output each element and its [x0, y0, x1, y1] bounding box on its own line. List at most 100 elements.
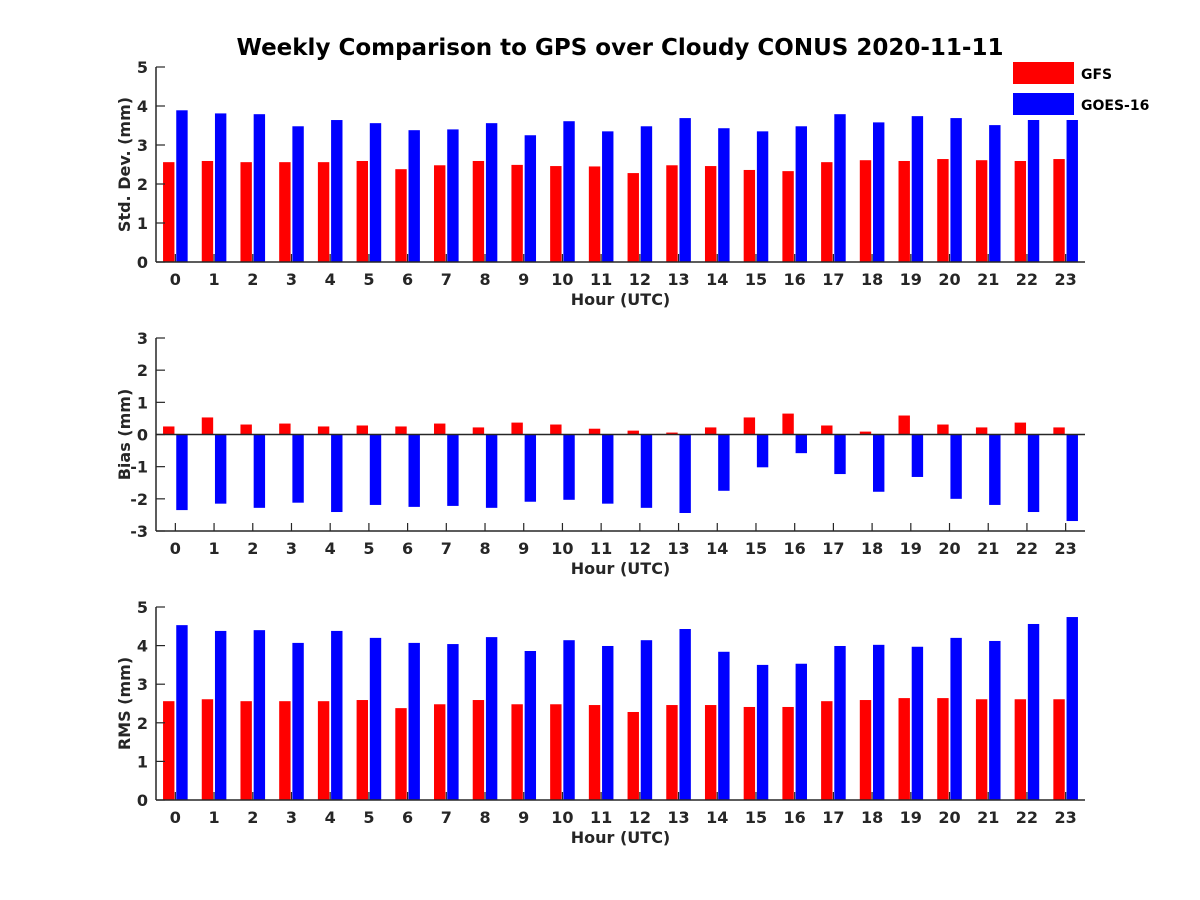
- y-tick-label: 1: [137, 393, 148, 412]
- bar-goes-16-10: [563, 121, 575, 263]
- bar-goes-16-5: [369, 434, 382, 505]
- bar-goes-16-22: [1027, 623, 1040, 800]
- x-tick-label: 22: [1016, 808, 1038, 827]
- x-tick-label: 5: [363, 808, 374, 827]
- bar-gfs-16: [782, 413, 794, 435]
- bar-goes-16-1: [214, 113, 227, 262]
- bar-goes-16-1: [214, 434, 227, 504]
- bar-gfs-18: [859, 700, 872, 800]
- bar-goes-16-11: [602, 131, 614, 262]
- x-tick-label: 18: [861, 808, 883, 827]
- x-tick-label: 7: [441, 270, 452, 289]
- x-tick-label: 8: [479, 808, 490, 827]
- x-axis-label: Hour (UTC): [571, 290, 671, 309]
- x-tick-label: 4: [325, 539, 336, 558]
- bar-goes-16-14: [718, 128, 730, 262]
- bar-goes-16-0: [176, 110, 188, 262]
- bar-gfs-5: [356, 160, 368, 262]
- bar-goes-16-16: [795, 663, 807, 800]
- x-tick-label: 7: [441, 808, 452, 827]
- bar-goes-16-13: [679, 629, 691, 800]
- bar-goes-16-18: [873, 122, 885, 262]
- x-tick-label: 2: [247, 808, 258, 827]
- bar-goes-16-14: [718, 434, 730, 491]
- bar-goes-16-11: [602, 434, 614, 504]
- x-tick-label: 0: [170, 270, 181, 289]
- bar-goes-16-21: [989, 434, 1001, 505]
- bar-goes-16-20: [950, 118, 962, 262]
- bar-goes-16-13: [679, 118, 691, 262]
- bar-goes-16-5: [369, 637, 382, 800]
- bar-goes-16-10: [563, 640, 575, 800]
- bar-goes-16-22: [1027, 434, 1040, 513]
- bar-goes-16-11: [602, 645, 614, 800]
- x-tick-label: 1: [208, 808, 219, 827]
- bar-goes-16-3: [292, 434, 304, 503]
- x-tick-label: 18: [861, 539, 883, 558]
- x-tick-label: 13: [667, 539, 689, 558]
- bar-goes-16-12: [640, 434, 653, 508]
- y-tick-label: -3: [130, 522, 148, 541]
- bar-goes-16-16: [795, 434, 807, 454]
- y-tick-label: 5: [137, 58, 148, 77]
- x-tick-label: 9: [518, 808, 529, 827]
- bar-goes-16-0: [176, 625, 188, 800]
- bar-gfs-20: [937, 698, 949, 800]
- bar-gfs-23: [1053, 699, 1065, 800]
- bar-gfs-19: [898, 160, 910, 262]
- bar-goes-16-18: [873, 644, 885, 800]
- x-tick-label: 10: [551, 539, 573, 558]
- x-tick-label: 3: [286, 808, 297, 827]
- bar-goes-16-17: [834, 645, 846, 800]
- bar-gfs-1: [201, 160, 214, 262]
- y-tick-label: 4: [137, 97, 148, 116]
- x-tick-label: 0: [170, 539, 181, 558]
- series-gfs: [163, 698, 1065, 800]
- x-tick-label: 19: [900, 808, 922, 827]
- x-tick-label: 20: [938, 539, 960, 558]
- bar-gfs-14: [704, 427, 717, 435]
- bar-gfs-7: [434, 165, 446, 262]
- bar-goes-16-2: [253, 434, 266, 508]
- x-tick-label: 19: [900, 270, 922, 289]
- x-tick-label: 0: [170, 808, 181, 827]
- bar-gfs-6: [395, 426, 407, 435]
- legend: GFS GOES-16: [1005, 56, 1155, 120]
- bar-goes-16-7: [447, 129, 459, 262]
- bar-gfs-11: [588, 428, 601, 435]
- y-tick-label: 5: [137, 598, 148, 617]
- bar-gfs-3: [279, 701, 291, 800]
- bar-gfs-4: [317, 426, 330, 435]
- bar-goes-16-22: [1027, 111, 1040, 262]
- x-tick-label: 12: [629, 808, 651, 827]
- y-tick-label: 0: [137, 253, 148, 272]
- x-tick-label: 7: [441, 539, 452, 558]
- bar-gfs-9: [511, 422, 523, 435]
- series-goes-16: [176, 617, 1078, 800]
- bar-gfs-11: [588, 166, 601, 262]
- bar-goes-16-19: [911, 646, 924, 800]
- x-tick-label: 2: [247, 539, 258, 558]
- bar-goes-16-6: [408, 130, 420, 262]
- bar-gfs-5: [356, 700, 368, 800]
- x-tick-label: 16: [784, 539, 806, 558]
- figure-title: Weekly Comparison to GPS over Cloudy CON…: [237, 35, 1004, 61]
- bar-goes-16-4: [331, 120, 343, 262]
- bar-gfs-4: [317, 162, 330, 262]
- bar-gfs-10: [550, 424, 562, 435]
- y-tick-label: 4: [137, 637, 148, 656]
- x-tick-label: 15: [745, 539, 767, 558]
- legend-swatch-gfs: [1013, 62, 1074, 84]
- y-tick-label: 2: [137, 714, 148, 733]
- bar-goes-16-23: [1066, 434, 1078, 522]
- bar-gfs-0: [163, 162, 175, 262]
- bar-gfs-15: [743, 417, 756, 435]
- x-tick-label: 17: [822, 270, 844, 289]
- bar-goes-16-14: [718, 651, 730, 800]
- bar-goes-16-7: [447, 644, 459, 800]
- bar-gfs-3: [279, 162, 291, 262]
- bar-gfs-13: [666, 432, 678, 435]
- x-tick-label: 21: [977, 270, 999, 289]
- bar-gfs-19: [898, 415, 910, 435]
